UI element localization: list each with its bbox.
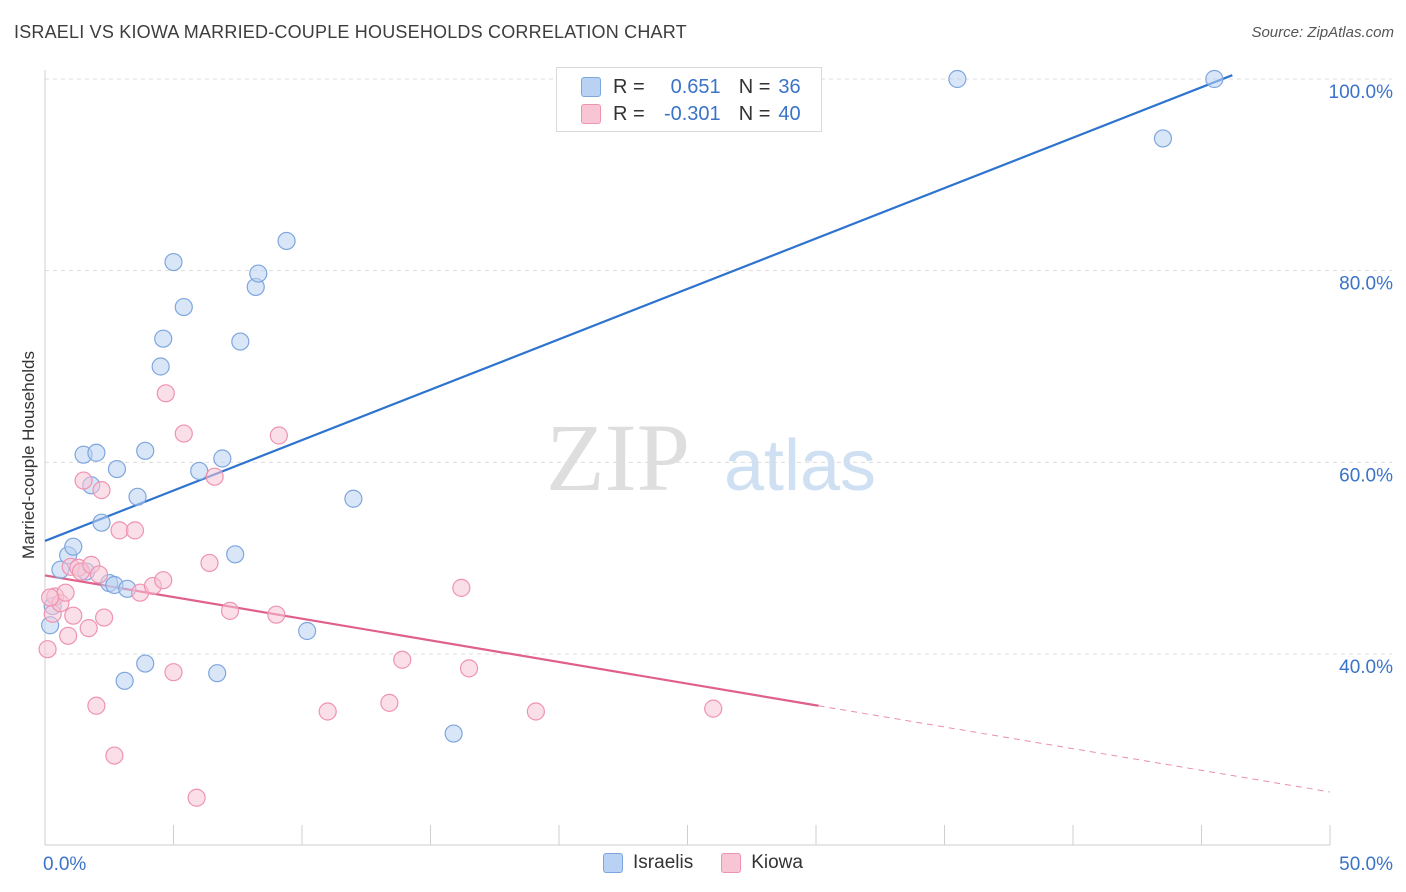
point-kiowa [220,601,240,620]
legend-r-value: -0.301 [663,102,721,125]
point-kiowa [267,605,286,624]
y-tick-label: 100.0% [1329,82,1394,103]
point-israelis [107,459,127,479]
grid-lines [45,78,1392,655]
point-kiowa [174,424,193,443]
point-israelis [208,664,227,683]
point-israelis [136,441,155,460]
point-israelis [64,537,83,556]
point-kiowa [156,384,175,403]
point-israelis [948,69,967,89]
y-tick-label: 80.0% [1339,274,1393,295]
point-kiowa [269,426,288,445]
legend-swatch-israelis [603,853,624,873]
point-israelis [164,252,183,272]
legend-label-israelis: Israelis [633,852,694,873]
point-kiowa [125,521,145,540]
point-kiowa [92,481,111,500]
watermark-atlas: atlas [724,426,876,506]
point-israelis [154,329,173,348]
trend-line-kiowa-extension [818,705,1331,793]
legend-label-kiowa: Kiowa [751,852,803,873]
point-kiowa [38,640,57,659]
series-legend: Israelis Kiowa [0,852,1406,874]
point-kiowa [704,699,723,718]
point-kiowa [187,788,206,807]
point-israelis [174,297,193,317]
legend-n-value: 40 [778,102,801,125]
legend-r-value: 0.651 [670,75,721,98]
point-kiowa [87,696,106,715]
point-kiowa [318,702,337,721]
legend-r-label: R = [613,75,645,98]
point-kiowa [393,650,412,669]
point-israelis [1153,129,1173,148]
point-israelis [249,264,268,283]
legend-n-value: 36 [778,75,801,98]
correlation-legend: R = 0.651 N = 36 R = -0.301 N = 40 [556,67,822,132]
y-tick-label: 60.0% [1339,465,1393,486]
point-kiowa [459,659,479,678]
legend-row-israelis: R = 0.651 N = 36 [581,75,801,99]
legend-n-label: N = [738,75,771,98]
data-points [38,69,1224,807]
trend-lines [44,74,1331,793]
tick-labels: 40.0% 60.0% 80.0% 100.0% 0.0% 50.0% [43,82,1393,875]
point-israelis [136,654,155,673]
legend-swatch-blue [581,77,601,97]
point-kiowa [154,571,173,590]
point-kiowa [200,553,219,573]
point-israelis [151,357,170,376]
trend-line-israelis [44,74,1233,542]
axes [44,70,1331,846]
x-tick-label: 50.0% [1339,854,1393,875]
legend-n-label: N = [738,102,771,125]
x-tick-label: 0.0% [43,854,86,875]
legend-item-kiowa[interactable]: Kiowa [721,852,803,874]
point-kiowa [59,626,78,645]
point-kiowa [205,467,224,486]
trend-line-kiowa [44,574,819,707]
point-israelis [344,489,363,508]
point-kiowa [89,565,109,584]
point-kiowa [74,471,93,490]
point-kiowa [64,606,83,625]
legend-row-kiowa: R = -0.301 N = 40 [581,102,801,126]
y-axis-label: Married-couple Households [19,351,38,559]
point-israelis [298,621,317,641]
point-kiowa [380,693,399,712]
point-kiowa [105,746,124,765]
point-kiowa [95,608,114,627]
chart-title: ISRAELI VS KIOWA MARRIED-COUPLE HOUSEHOL… [14,22,687,42]
point-israelis [213,449,232,468]
point-israelis [444,724,463,743]
point-israelis [92,513,111,532]
point-israelis [128,487,147,506]
point-kiowa [41,588,60,607]
point-israelis [1205,69,1224,89]
point-kiowa [452,578,471,597]
legend-swatch-kiowa [721,853,742,873]
point-israelis [190,461,209,481]
point-israelis [115,671,134,690]
source-label: Source: ZipAtlas.com [1251,24,1394,41]
legend-r-label: R = [613,102,645,125]
y-tick-label: 40.0% [1339,657,1393,678]
point-kiowa [56,583,75,602]
watermark-zip: ZIP [546,404,690,511]
point-israelis [231,332,250,351]
point-israelis [277,231,296,251]
point-israelis [226,545,245,564]
legend-item-israelis[interactable]: Israelis [603,852,693,874]
point-kiowa [164,663,183,682]
point-israelis [87,443,106,462]
point-kiowa [110,521,129,540]
watermark: ZIP atlas [546,404,876,511]
legend-swatch-pink [581,104,601,124]
point-kiowa [526,702,545,721]
point-kiowa [79,619,98,638]
